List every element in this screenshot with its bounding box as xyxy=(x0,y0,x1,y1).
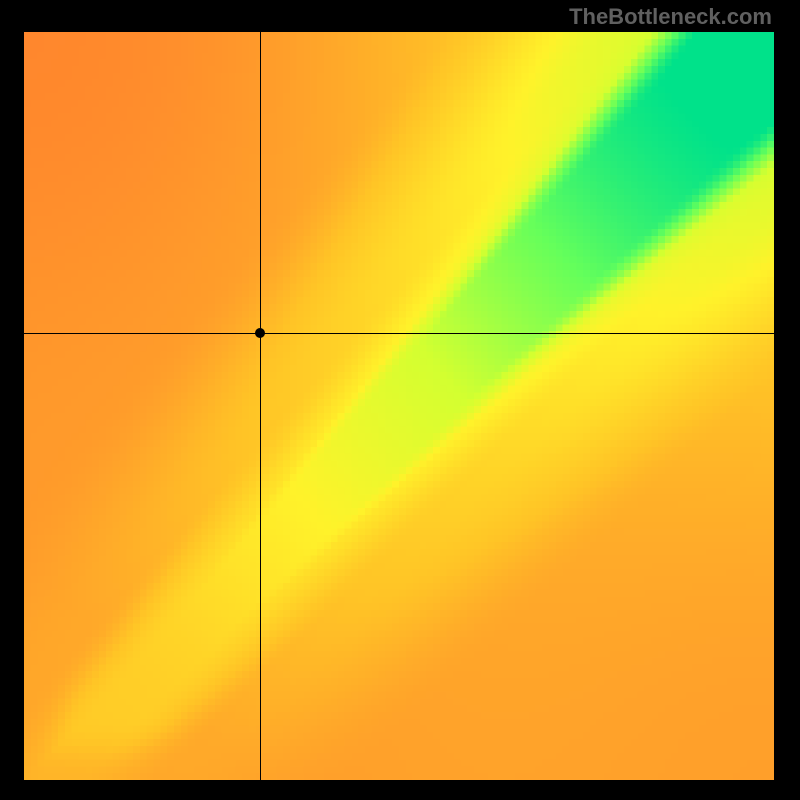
chart-container: TheBottleneck.com xyxy=(0,0,800,800)
heatmap-canvas xyxy=(24,32,774,780)
crosshair-marker xyxy=(255,328,265,338)
watermark-text: TheBottleneck.com xyxy=(569,4,772,30)
crosshair-horizontal xyxy=(24,333,774,334)
plot-area xyxy=(24,32,774,780)
crosshair-vertical xyxy=(260,32,261,780)
